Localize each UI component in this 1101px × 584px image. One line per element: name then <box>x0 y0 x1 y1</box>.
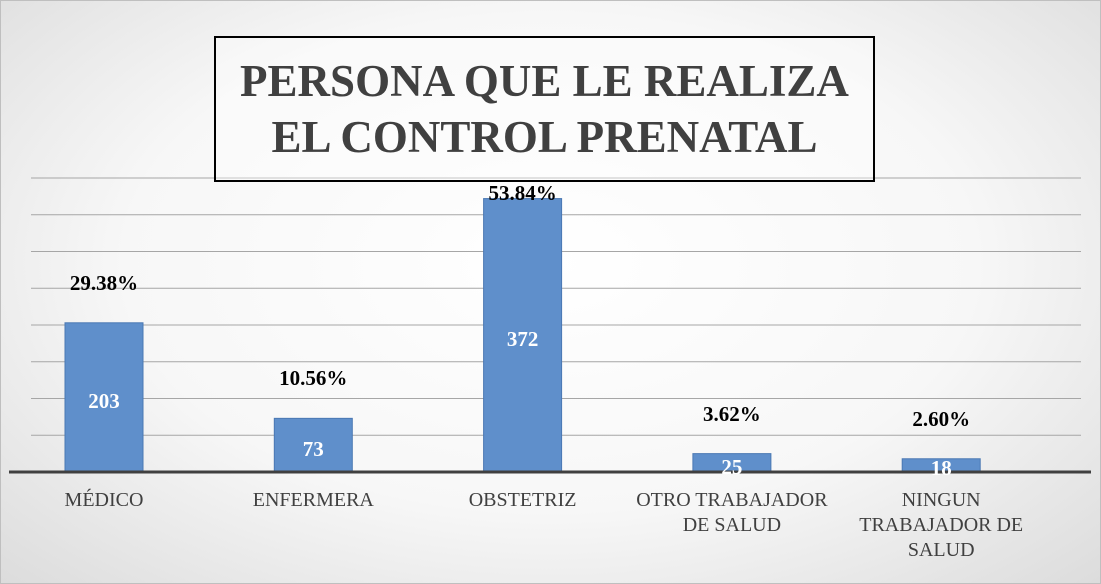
value-label: 18 <box>930 456 952 480</box>
percent-label: 2.60% <box>912 406 971 431</box>
value-label: 372 <box>506 327 539 352</box>
x-tick-label: OBSTETRIZ <box>468 489 577 511</box>
x-tick-label: OTRO TRABAJADOR DE SALUD <box>636 489 828 536</box>
value-label: 203 <box>88 389 120 414</box>
x-tick-label: MÉDICO <box>64 489 144 511</box>
value-label: 25 <box>721 454 743 479</box>
chart-title: PERSONA QUE LE REALIZA EL CONTROL PRENAT… <box>214 36 875 182</box>
x-tick-label: NINGUN TRABAJADOR DE SALUD <box>859 489 1024 561</box>
percent-label: 29.38% <box>69 270 139 295</box>
x-tick-label: ENFERMERA <box>252 489 374 511</box>
percent-label: 53.84% <box>488 181 557 205</box>
percent-label: 10.56% <box>279 366 348 391</box>
value-label: 73 <box>302 437 324 462</box>
bar <box>64 322 144 473</box>
percent-label: 3.62% <box>703 401 761 426</box>
